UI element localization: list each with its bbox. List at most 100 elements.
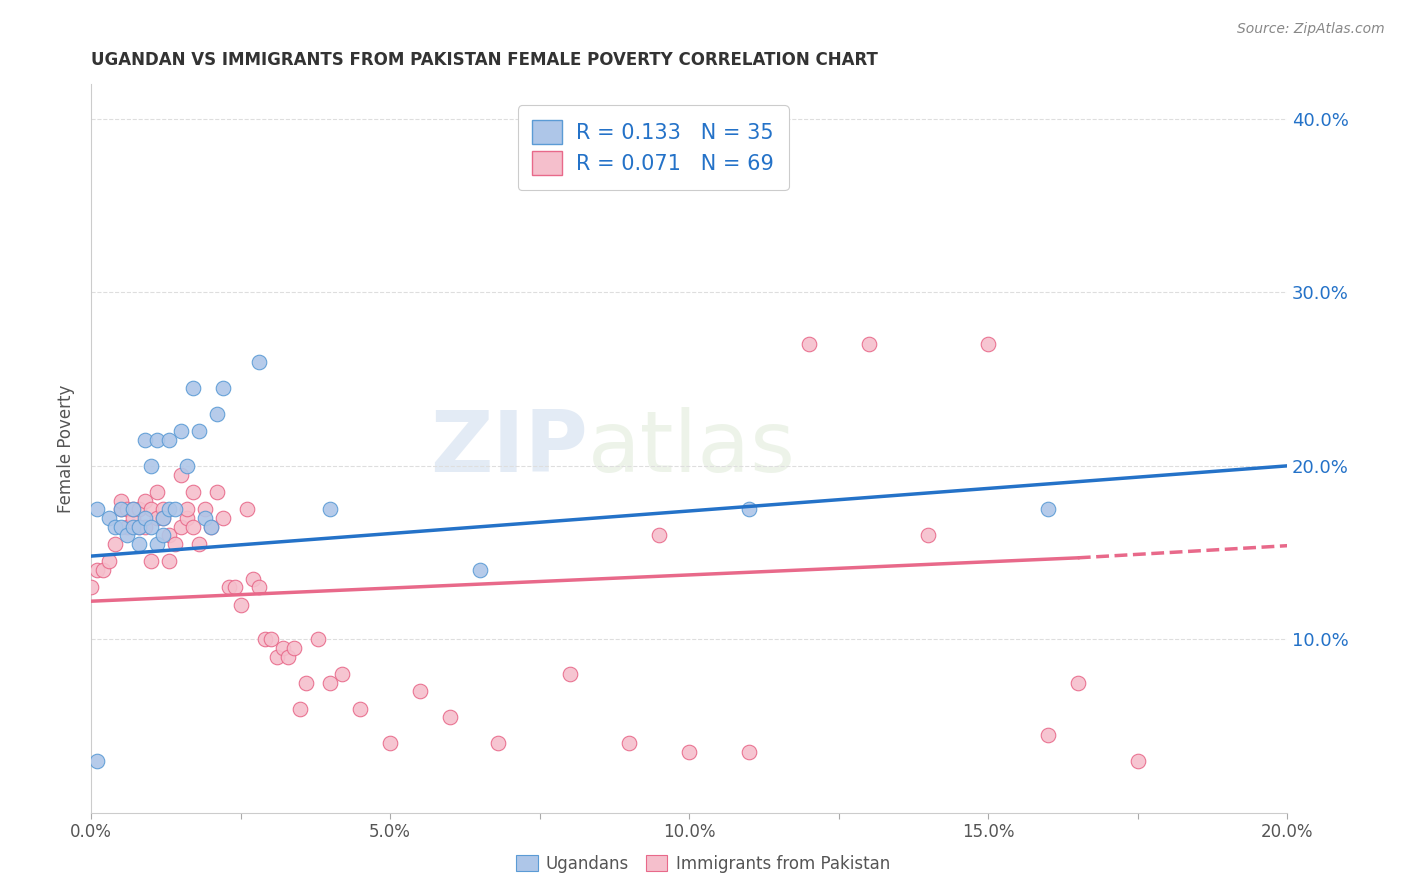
Point	[110, 493, 132, 508]
Point	[139, 502, 162, 516]
Point	[266, 649, 288, 664]
Point	[194, 502, 217, 516]
Point	[181, 519, 204, 533]
Point	[349, 702, 371, 716]
Point	[128, 519, 150, 533]
Point	[247, 580, 270, 594]
Point	[259, 632, 281, 647]
Text: ZIP: ZIP	[430, 407, 588, 490]
Y-axis label: Female Poverty: Female Poverty	[58, 384, 75, 513]
Point	[205, 407, 228, 421]
Point	[797, 337, 820, 351]
Point	[738, 745, 761, 759]
Point	[157, 433, 180, 447]
Legend: Ugandans, Immigrants from Pakistan: Ugandans, Immigrants from Pakistan	[509, 848, 897, 880]
Point	[283, 641, 305, 656]
Point	[139, 519, 162, 533]
Point	[170, 467, 193, 482]
Point	[200, 519, 222, 533]
Point	[181, 381, 204, 395]
Point	[378, 737, 401, 751]
Point	[146, 433, 169, 447]
Point	[110, 502, 132, 516]
Point	[977, 337, 1000, 351]
Point	[170, 519, 193, 533]
Point	[1067, 675, 1090, 690]
Point	[253, 632, 276, 647]
Point	[139, 458, 162, 473]
Point	[152, 511, 174, 525]
Text: Source: ZipAtlas.com: Source: ZipAtlas.com	[1237, 22, 1385, 37]
Point	[122, 511, 145, 525]
Point	[917, 528, 939, 542]
Point	[211, 381, 233, 395]
Point	[211, 511, 233, 525]
Point	[152, 511, 174, 525]
Point	[858, 337, 880, 351]
Point	[86, 502, 108, 516]
Point	[139, 554, 162, 568]
Point	[194, 511, 217, 525]
Point	[271, 641, 294, 656]
Point	[229, 598, 252, 612]
Point	[122, 502, 145, 516]
Point	[295, 675, 318, 690]
Point	[330, 667, 353, 681]
Point	[678, 745, 700, 759]
Point	[307, 632, 329, 647]
Point	[134, 433, 156, 447]
Point	[409, 684, 432, 698]
Point	[122, 519, 145, 533]
Point	[146, 511, 169, 525]
Point	[176, 458, 198, 473]
Point	[181, 484, 204, 499]
Point	[200, 519, 222, 533]
Point	[187, 537, 209, 551]
Point	[104, 519, 127, 533]
Point	[86, 563, 108, 577]
Point	[205, 484, 228, 499]
Point	[163, 537, 186, 551]
Point	[648, 528, 671, 542]
Point	[235, 502, 257, 516]
Legend: R = 0.133   N = 35, R = 0.071   N = 69: R = 0.133 N = 35, R = 0.071 N = 69	[517, 105, 789, 190]
Point	[146, 537, 169, 551]
Point	[115, 519, 138, 533]
Point	[128, 502, 150, 516]
Point	[439, 710, 461, 724]
Point	[170, 424, 193, 438]
Text: UGANDAN VS IMMIGRANTS FROM PAKISTAN FEMALE POVERTY CORRELATION CHART: UGANDAN VS IMMIGRANTS FROM PAKISTAN FEMA…	[91, 51, 877, 69]
Point	[157, 528, 180, 542]
Point	[218, 580, 240, 594]
Point	[134, 493, 156, 508]
Text: atlas: atlas	[588, 407, 796, 490]
Point	[91, 563, 114, 577]
Point	[157, 502, 180, 516]
Point	[558, 667, 581, 681]
Point	[110, 519, 132, 533]
Point	[224, 580, 246, 594]
Point	[80, 580, 103, 594]
Point	[115, 502, 138, 516]
Point	[468, 563, 491, 577]
Point	[146, 484, 169, 499]
Point	[128, 519, 150, 533]
Point	[104, 537, 127, 551]
Point	[163, 502, 186, 516]
Point	[128, 537, 150, 551]
Point	[157, 554, 180, 568]
Point	[1126, 754, 1149, 768]
Point	[1036, 728, 1059, 742]
Point	[115, 528, 138, 542]
Point	[619, 737, 641, 751]
Point	[247, 355, 270, 369]
Point	[176, 502, 198, 516]
Point	[738, 502, 761, 516]
Point	[486, 737, 509, 751]
Point	[187, 424, 209, 438]
Point	[86, 754, 108, 768]
Point	[1036, 502, 1059, 516]
Point	[152, 502, 174, 516]
Point	[98, 554, 121, 568]
Point	[134, 519, 156, 533]
